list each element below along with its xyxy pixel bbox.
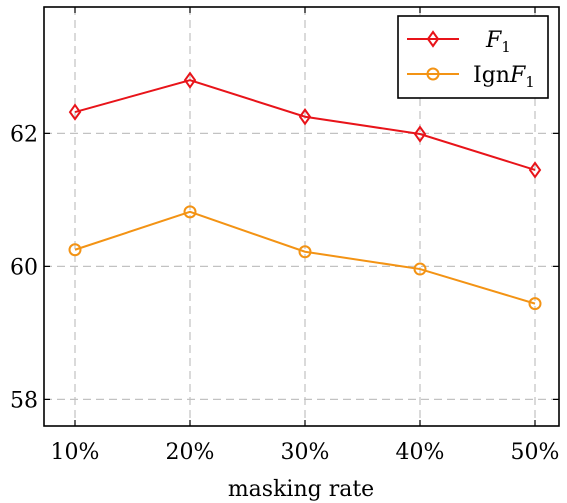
legend: F1 IgnF1 [397,15,549,99]
series-layer [68,71,542,311]
x-tick-label: 10% [51,440,100,465]
data-point-f1 [68,103,82,121]
data-point-ignf1 [68,243,82,257]
y-tick-label: 62 [10,122,38,147]
x-tick-label: 30% [281,440,330,465]
legend-label-f1: F1 [485,28,511,56]
data-point-f1 [298,108,312,126]
legend-label-ignf1: IgnF1 [473,63,535,91]
legend-entry-f1: F1 [407,28,511,56]
data-point-ignf1 [528,297,542,311]
legend-marker-f1 [426,30,440,48]
data-point-f1 [528,161,542,179]
data-point-ignf1 [183,205,197,219]
series-f1 [68,71,542,179]
data-point-f1 [413,125,427,143]
series-line-f1 [74,79,536,171]
legend-box [397,15,549,99]
x-tick-label: 50% [511,440,560,465]
y-tick-label: 58 [10,388,38,413]
tick-layer: 10% 20% 30% 40% 50% 58 60 62 [10,7,559,465]
data-point-ignf1 [298,245,312,259]
y-tick-label: 60 [10,255,38,280]
x-tick-label: 20% [166,440,215,465]
legend-entry-ignf1: IgnF1 [407,63,535,91]
x-tick-label: 40% [396,440,445,465]
plot-frame [43,6,560,427]
x-axis-title: masking rate [228,477,374,502]
legend-marker-ignf1 [426,67,440,81]
series-ignf1 [68,205,542,311]
data-point-ignf1 [413,262,427,276]
data-point-f1 [183,71,197,89]
series-line-ignf1 [74,210,536,305]
